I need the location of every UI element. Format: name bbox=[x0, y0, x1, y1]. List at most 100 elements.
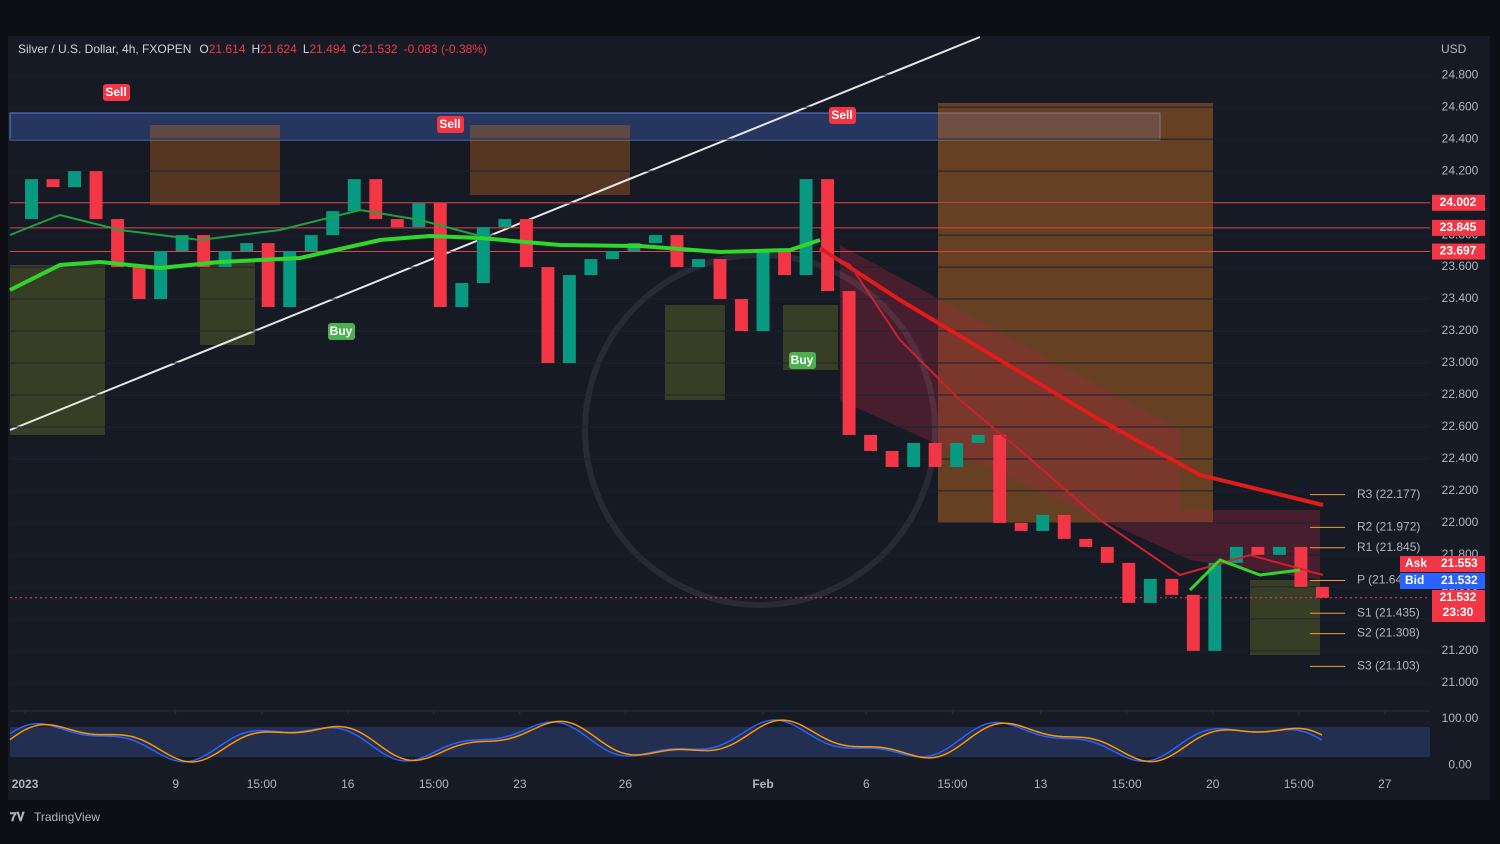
candle bbox=[1208, 562, 1222, 651]
candle bbox=[455, 283, 469, 308]
candle bbox=[1272, 546, 1286, 555]
candle bbox=[1100, 546, 1114, 563]
y-tick-label: 21.200 bbox=[1442, 643, 1479, 657]
candle bbox=[433, 203, 447, 308]
y-tick-label: 22.800 bbox=[1442, 387, 1479, 401]
x-tick-label: 23 bbox=[513, 777, 527, 791]
ask-value: 21.553 bbox=[1441, 556, 1478, 570]
pivot-label: R3 (22.177) bbox=[1357, 487, 1420, 501]
candle bbox=[735, 299, 748, 332]
pivot-label: R2 (21.972) bbox=[1357, 520, 1420, 534]
bid-tag bbox=[1400, 573, 1485, 589]
pivot-label: P (21.64 bbox=[1357, 573, 1402, 587]
y-tick-label: 23.200 bbox=[1442, 323, 1479, 337]
ohlc-value: 21.624 bbox=[260, 42, 297, 56]
y-tick-label: 24.200 bbox=[1442, 163, 1479, 177]
x-tick-label: 15:00 bbox=[1284, 777, 1314, 791]
candle bbox=[46, 179, 60, 188]
candle bbox=[412, 203, 426, 228]
ask-tag bbox=[1400, 556, 1485, 572]
ohlc-value: 21.494 bbox=[310, 42, 347, 56]
buy-label: Buy bbox=[791, 353, 814, 367]
bid-label: Bid bbox=[1405, 573, 1424, 587]
candle bbox=[369, 179, 383, 220]
ohlc-key: L bbox=[303, 42, 310, 56]
candle bbox=[1165, 578, 1179, 595]
candle bbox=[993, 434, 1007, 523]
axis-unit: USD bbox=[1441, 42, 1467, 56]
buy-label: Buy bbox=[330, 324, 353, 338]
candle bbox=[928, 442, 942, 467]
zone bbox=[938, 103, 1213, 523]
buy-badge bbox=[328, 323, 355, 340]
moving-average bbox=[818, 246, 1324, 507]
ohlc-key: H bbox=[251, 42, 260, 56]
osc-line bbox=[9, 719, 1323, 763]
candle bbox=[1186, 594, 1200, 651]
candle bbox=[799, 179, 813, 276]
candle bbox=[498, 219, 512, 228]
pivot-label: R1 (21.845) bbox=[1357, 540, 1420, 554]
trend-band bbox=[840, 245, 1320, 580]
zone bbox=[665, 305, 725, 400]
trendline bbox=[9, 36, 981, 431]
supply-zone bbox=[9, 112, 1161, 141]
moving-average bbox=[9, 233, 821, 292]
panel bbox=[8, 36, 1490, 800]
x-tick-label: 2023 bbox=[12, 777, 39, 791]
candle bbox=[885, 450, 899, 467]
candle bbox=[1122, 562, 1136, 603]
x-tick-label: Feb bbox=[752, 777, 773, 791]
x-tick-label: 6 bbox=[863, 777, 870, 791]
ohlc-value: 21.614 bbox=[209, 42, 246, 56]
ask-label: Ask bbox=[1405, 556, 1427, 570]
candle bbox=[756, 251, 770, 332]
y-tick-label: 24.800 bbox=[1442, 67, 1479, 81]
candle bbox=[154, 251, 168, 300]
candle bbox=[132, 267, 146, 300]
x-tick-label: 13 bbox=[1034, 777, 1048, 791]
candle bbox=[778, 251, 791, 276]
candle bbox=[605, 251, 619, 260]
symbol: Silver / U.S. Dollar, 4h, FXOPEN bbox=[18, 42, 191, 56]
candle bbox=[562, 275, 576, 364]
x-tick-label: 27 bbox=[1378, 777, 1392, 791]
zone bbox=[150, 125, 280, 205]
countdown: 23:30 bbox=[1443, 605, 1474, 619]
x-tick-label: 15:00 bbox=[247, 777, 277, 791]
signals: Sell Sell Sell Buy Buy bbox=[103, 84, 856, 369]
candle bbox=[218, 251, 232, 268]
candle bbox=[1057, 514, 1071, 539]
candle bbox=[649, 235, 662, 244]
x-tick-label: 16 bbox=[341, 777, 355, 791]
last-value: 21.532 bbox=[1440, 590, 1477, 604]
candle bbox=[261, 243, 275, 308]
y-tick-label: 23.600 bbox=[1442, 259, 1479, 273]
x-tick-label: 26 bbox=[619, 777, 633, 791]
candle bbox=[283, 251, 297, 308]
x-tick-label: 20 bbox=[1206, 777, 1220, 791]
level-label: 23.845 bbox=[1440, 220, 1477, 234]
level-label: 24.002 bbox=[1440, 195, 1477, 209]
candle bbox=[1014, 522, 1028, 531]
candle bbox=[1143, 578, 1157, 603]
level-tag bbox=[1432, 219, 1485, 236]
candle bbox=[68, 171, 81, 188]
candle bbox=[864, 434, 878, 451]
candle bbox=[1036, 514, 1050, 531]
candle bbox=[950, 442, 964, 467]
x-tick-label: 15:00 bbox=[937, 777, 967, 791]
y-tick-label: 23.000 bbox=[1442, 355, 1479, 369]
y-tick-label: 22.200 bbox=[1442, 483, 1479, 497]
x-tick-label: 15:00 bbox=[1112, 777, 1142, 791]
logo-mark: 𝟕𝐕 bbox=[10, 810, 26, 824]
sell-label: Sell bbox=[439, 117, 460, 131]
candle bbox=[713, 259, 727, 300]
brand: TradingView bbox=[34, 810, 100, 824]
osc-tick-label: 100.00 bbox=[1442, 711, 1479, 725]
sell-badge bbox=[103, 84, 130, 101]
candle bbox=[111, 219, 125, 268]
y-tick-label: 22.600 bbox=[1442, 419, 1479, 433]
level-label: 23.697 bbox=[1440, 244, 1477, 258]
candle bbox=[907, 442, 921, 467]
